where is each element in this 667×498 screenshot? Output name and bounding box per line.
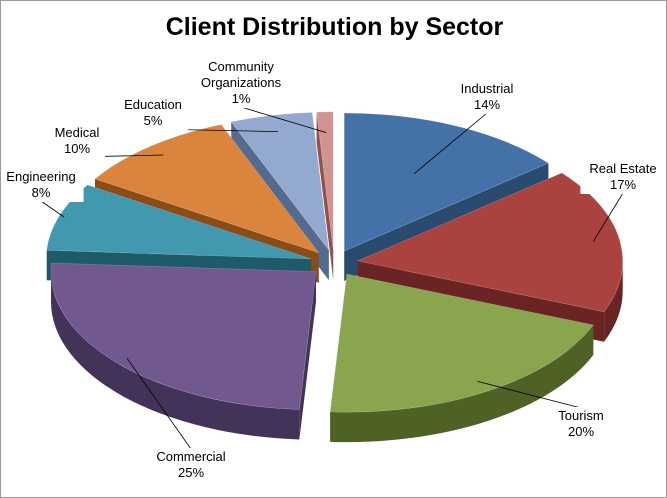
pie-tops (46, 111, 623, 413)
slice-percent: 25% (178, 465, 204, 480)
label-backdrop (580, 160, 666, 194)
slice-label-community-organizations: Community Organizations 1% (191, 58, 327, 133)
slice-label-text: Commercial 25% (156, 449, 225, 480)
label-backdrop (191, 58, 291, 108)
slice-label-text: Industrial 14% (461, 81, 514, 112)
slice-edge-real-estate (604, 260, 623, 342)
slice-percent: 5% (144, 113, 163, 128)
slice-name: Organizations (201, 75, 282, 90)
label-backdrop (48, 124, 106, 158)
slice-edge-commercial (50, 271, 300, 440)
slice-percent: 8% (32, 185, 51, 200)
slice-name: Industrial (461, 81, 514, 96)
slice-side-community-organizations (316, 112, 334, 280)
slice-label-education: Education 5% (117, 96, 278, 133)
slice-label-engineering: Engineering 8% (1, 168, 84, 218)
slice-name: Real Estate (589, 161, 656, 176)
slice-percent: 20% (568, 424, 594, 439)
leader-line (40, 200, 65, 218)
slice-tourism[interactable] (329, 273, 594, 413)
slice-label-commercial: Commercial 25% (126, 358, 230, 482)
label-backdrop (448, 80, 526, 114)
label-backdrop (152, 448, 230, 482)
slice-name: Medical (55, 125, 100, 140)
slice-label-medical: Medical 10% (48, 124, 164, 158)
label-backdrop (1, 168, 84, 202)
slice-percent: 14% (474, 97, 500, 112)
slice-name: Tourism (558, 408, 604, 423)
slice-label-text: Education 5% (124, 97, 182, 128)
slice-label-real-estate: Real Estate 17% (580, 160, 666, 242)
slice-name: Engineering (6, 169, 75, 184)
slice-commercial[interactable] (50, 262, 317, 410)
slice-medical[interactable] (94, 124, 320, 254)
slice-label-text: Real Estate 17% (589, 161, 656, 192)
slice-label-text: Community Organizations 1% (201, 59, 282, 106)
slice-edge-tourism (330, 324, 594, 443)
pie-labels: Industrial 14% Real Estate 17% Tourism 20% Com… (1, 58, 666, 482)
slice-label-industrial: Industrial 14% (413, 80, 526, 174)
label-backdrop (552, 407, 610, 441)
slice-label-text: Medical 10% (55, 125, 100, 156)
slice-label-text: Engineering 8% (6, 169, 75, 200)
slice-community-organizations[interactable] (316, 111, 334, 250)
slice-real-estate[interactable] (356, 172, 623, 313)
leader-line (477, 380, 582, 409)
slice-industrial[interactable] (343, 112, 550, 252)
chart-title: Client Distribution by Sector (165, 13, 504, 41)
slice-label-text: Tourism 20% (558, 408, 604, 439)
slice-name: Commercial (156, 449, 225, 464)
slice-percent: 1% (232, 91, 251, 106)
label-backdrop (117, 96, 189, 130)
slice-education[interactable] (230, 112, 330, 252)
slice-name: Community (208, 59, 274, 74)
slice-percent: 10% (64, 141, 90, 156)
slice-wall-commercial (299, 271, 316, 440)
leader-line (126, 358, 192, 450)
slice-label-tourism: Tourism 20% (477, 380, 610, 441)
leader-line (592, 192, 624, 242)
slice-engineering[interactable] (46, 184, 312, 260)
slice-name: Education (124, 97, 182, 112)
slice-wall-community-organizations (316, 112, 334, 280)
leader-line (413, 112, 488, 174)
leader-line (240, 106, 327, 133)
slice-percent: 17% (610, 177, 636, 192)
